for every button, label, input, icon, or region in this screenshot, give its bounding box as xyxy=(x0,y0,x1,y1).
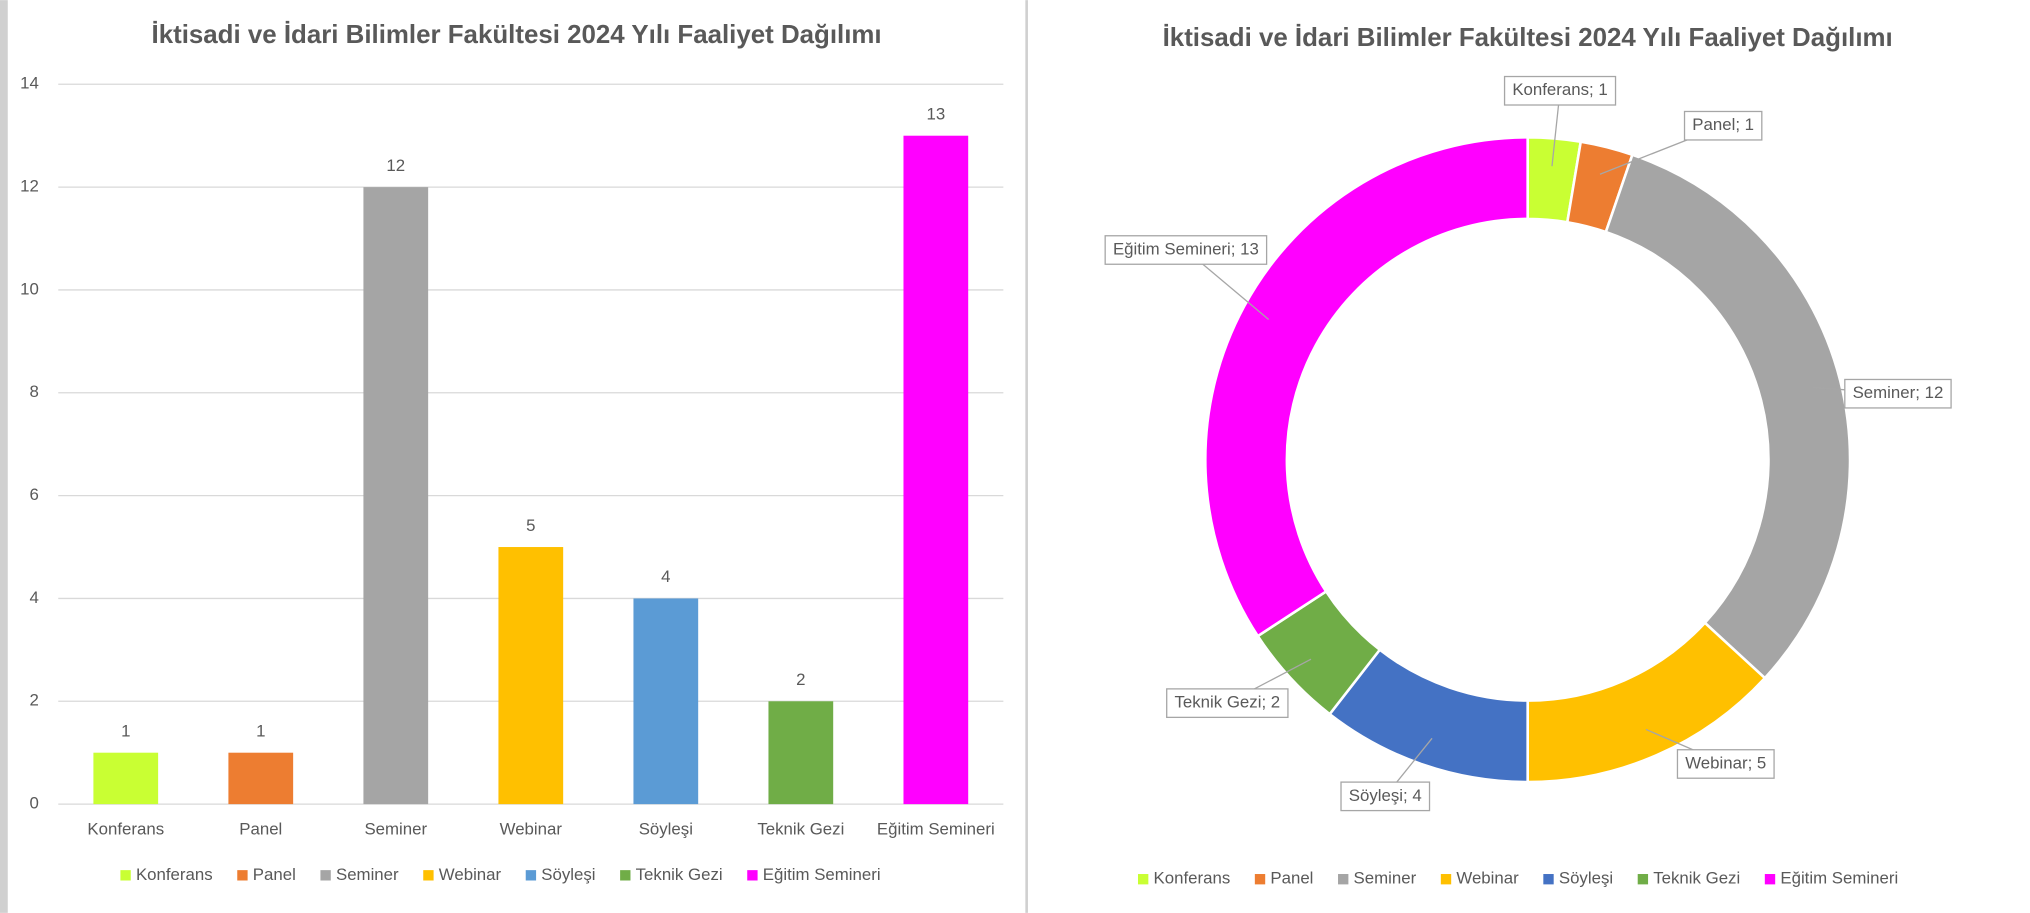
legend-label: Teknik Gezi xyxy=(636,865,723,884)
label-box xyxy=(1503,75,1617,106)
legend-swatch xyxy=(1764,874,1776,885)
y-tick-label: 2 xyxy=(29,691,38,710)
legend-label: Webinar xyxy=(439,865,502,884)
label-box xyxy=(1166,688,1289,719)
legend-swatch xyxy=(747,870,758,881)
data-label: 1 xyxy=(256,721,265,740)
bar xyxy=(903,135,969,805)
x-tick-label: Teknik Gezi xyxy=(757,819,844,838)
y-tick-label: 6 xyxy=(29,485,38,504)
y-tick-label: 4 xyxy=(29,588,38,607)
x-tick-label: Seminer xyxy=(364,819,427,838)
legend-swatch xyxy=(423,870,434,881)
legend-label: Eğitim Semineri xyxy=(1780,869,1898,888)
label-box xyxy=(1844,378,1952,409)
y-tick-label: 12 xyxy=(20,177,39,196)
bar xyxy=(228,752,294,805)
data-label: Webinar; 5 xyxy=(1685,753,1766,772)
legend-label: Söyleşi xyxy=(541,865,595,884)
x-tick-label: Eğitim Semineri xyxy=(877,819,995,838)
bar xyxy=(768,701,834,805)
legend-swatch xyxy=(1137,874,1149,885)
data-label: Teknik Gezi; 2 xyxy=(1174,693,1280,712)
data-label: 5 xyxy=(526,516,535,535)
data-label: 4 xyxy=(661,567,670,586)
legend-label: Seminer xyxy=(1354,869,1417,888)
legend-label: Teknik Gezi xyxy=(1653,869,1740,888)
data-label: 2 xyxy=(796,670,805,689)
legend-label: Konferans xyxy=(1154,869,1231,888)
legend-swatch xyxy=(120,870,131,881)
y-tick-label: 14 xyxy=(20,74,39,93)
legend-swatch xyxy=(525,870,537,881)
label-box xyxy=(1683,110,1763,141)
label-box xyxy=(1340,781,1431,812)
donut-segment xyxy=(1204,136,1529,638)
label-box xyxy=(1104,235,1268,265)
x-tick-label: Webinar xyxy=(500,819,563,838)
legend-swatch xyxy=(1543,874,1554,885)
data-label: 1 xyxy=(121,721,130,740)
y-tick-label: 8 xyxy=(29,382,38,401)
x-tick-label: Panel xyxy=(239,819,282,838)
y-tick-label: 0 xyxy=(29,794,38,813)
sheet-edge xyxy=(0,0,8,913)
donut-segment xyxy=(1604,153,1852,680)
y-tick-label: 10 xyxy=(20,279,39,298)
chart-title: İktisadi ve İdari Bilimler Fakültesi 202… xyxy=(1163,24,1893,52)
legend-swatch xyxy=(1637,874,1649,885)
legend-label: Panel xyxy=(1270,869,1313,888)
legend-label: Konferans xyxy=(136,865,213,884)
label-box xyxy=(1676,749,1775,779)
bar xyxy=(93,752,159,805)
chart-title: İktisadi ve İdari Bilimler Fakültesi 202… xyxy=(152,21,882,49)
bar xyxy=(633,598,699,805)
data-label: 13 xyxy=(926,104,945,123)
data-label: Konferans; 1 xyxy=(1512,80,1607,99)
legend-label: Söyleşi xyxy=(1559,869,1613,888)
legend-swatch xyxy=(237,870,248,881)
legend-label: Seminer xyxy=(336,865,399,884)
legend-swatch xyxy=(1440,874,1452,885)
legend-swatch xyxy=(320,870,331,881)
data-label: Eğitim Semineri; 13 xyxy=(1113,239,1259,258)
data-label: Seminer; 12 xyxy=(1853,383,1944,402)
legend-label: Eğitim Semineri xyxy=(763,865,881,884)
x-tick-label: Konferans xyxy=(87,819,164,838)
bar xyxy=(363,187,429,805)
legend-swatch xyxy=(1254,874,1266,885)
data-label: 12 xyxy=(386,156,405,175)
legend-swatch xyxy=(620,870,631,881)
legend-swatch xyxy=(1338,874,1349,885)
legend-label: Webinar xyxy=(1456,869,1519,888)
bar xyxy=(498,547,564,805)
x-tick-label: Söyleşi xyxy=(639,819,693,838)
data-label: Söyleşi; 4 xyxy=(1349,786,1422,805)
data-label: Panel; 1 xyxy=(1692,115,1754,134)
legend-label: Panel xyxy=(253,865,296,884)
